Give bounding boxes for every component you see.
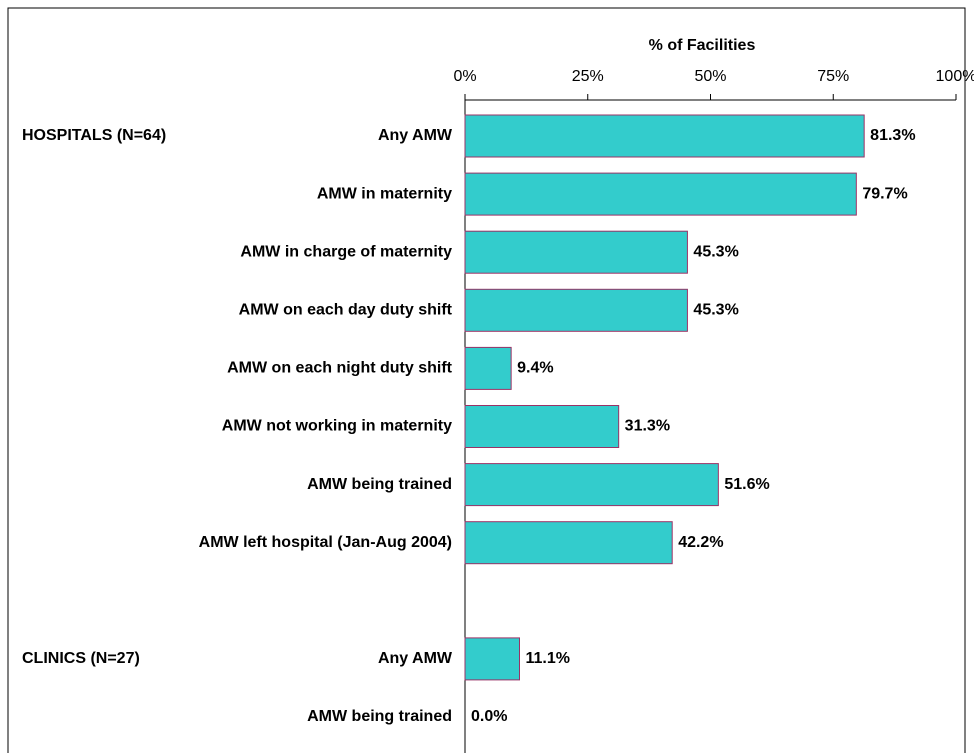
- value-label: 42.2%: [678, 534, 723, 551]
- bar: [464, 463, 719, 507]
- bar: [464, 346, 512, 390]
- bar: [464, 172, 857, 216]
- value-label: 79.7%: [862, 185, 907, 202]
- y-tick-label: AMW in maternity: [317, 185, 452, 202]
- x-tick-label: 100%: [936, 68, 974, 85]
- x-tick-label: 25%: [572, 68, 604, 85]
- value-label: 31.3%: [625, 418, 670, 435]
- y-tick-label: AMW on each day duty shift: [239, 302, 453, 319]
- x-tick-label: 0%: [453, 68, 476, 85]
- y-tick-label: AMW on each night duty shift: [227, 360, 453, 377]
- y-tick-label: AMW being trained: [307, 476, 452, 493]
- y-tick-label: AMW left hospital (Jan-Aug 2004): [199, 534, 452, 551]
- y-tick-label: AMW being trained: [307, 708, 452, 725]
- value-label: 81.3%: [870, 127, 915, 144]
- value-label: 0.0%: [471, 708, 507, 725]
- bar: [464, 114, 865, 158]
- bar: [464, 288, 688, 332]
- x-tick-label: 75%: [817, 68, 849, 85]
- x-tick-label: 50%: [694, 68, 726, 85]
- value-label: 9.4%: [517, 360, 553, 377]
- bar: [464, 230, 688, 274]
- value-label: 11.1%: [526, 650, 570, 667]
- group-label: HOSPITALS (N=64): [22, 127, 166, 144]
- chart-title: % of Facilities: [649, 37, 756, 54]
- y-tick-label: Any AMW: [378, 650, 453, 667]
- frame: [7, 7, 966, 753]
- y-tick-label: AMW not working in maternity: [222, 418, 452, 435]
- group-label: CLINICS (N=27): [22, 650, 140, 667]
- y-tick-label: AMW in charge of maternity: [240, 243, 452, 260]
- bar: [464, 521, 673, 565]
- value-label: 51.6%: [724, 476, 769, 493]
- y-tick-label: Any AMW: [378, 127, 453, 144]
- bar: [464, 405, 620, 448]
- bar: [464, 637, 521, 681]
- value-label: 45.3%: [693, 302, 738, 319]
- value-label: 45.3%: [693, 243, 738, 260]
